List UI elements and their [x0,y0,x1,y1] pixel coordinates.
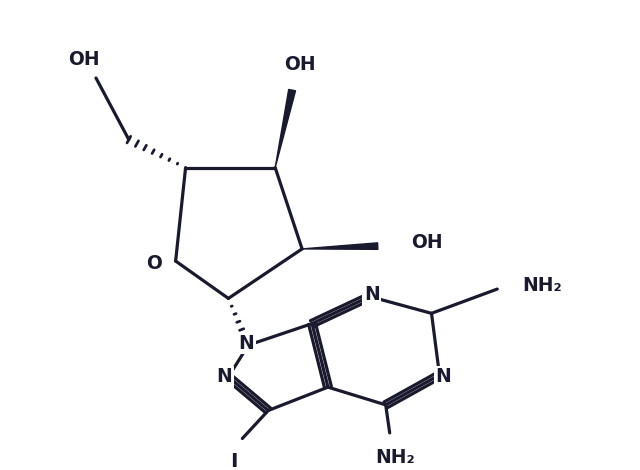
Text: NH₂: NH₂ [375,448,415,467]
Text: I: I [230,452,238,470]
Text: NH₂: NH₂ [522,276,562,295]
Text: N: N [216,368,232,386]
Text: N: N [239,334,254,352]
Text: O: O [146,254,162,274]
Text: N: N [364,285,380,304]
Text: OH: OH [412,233,444,252]
Text: OH: OH [68,50,100,69]
Polygon shape [302,243,378,250]
Text: N: N [436,368,451,386]
Polygon shape [275,89,296,168]
Text: OH: OH [284,55,316,74]
